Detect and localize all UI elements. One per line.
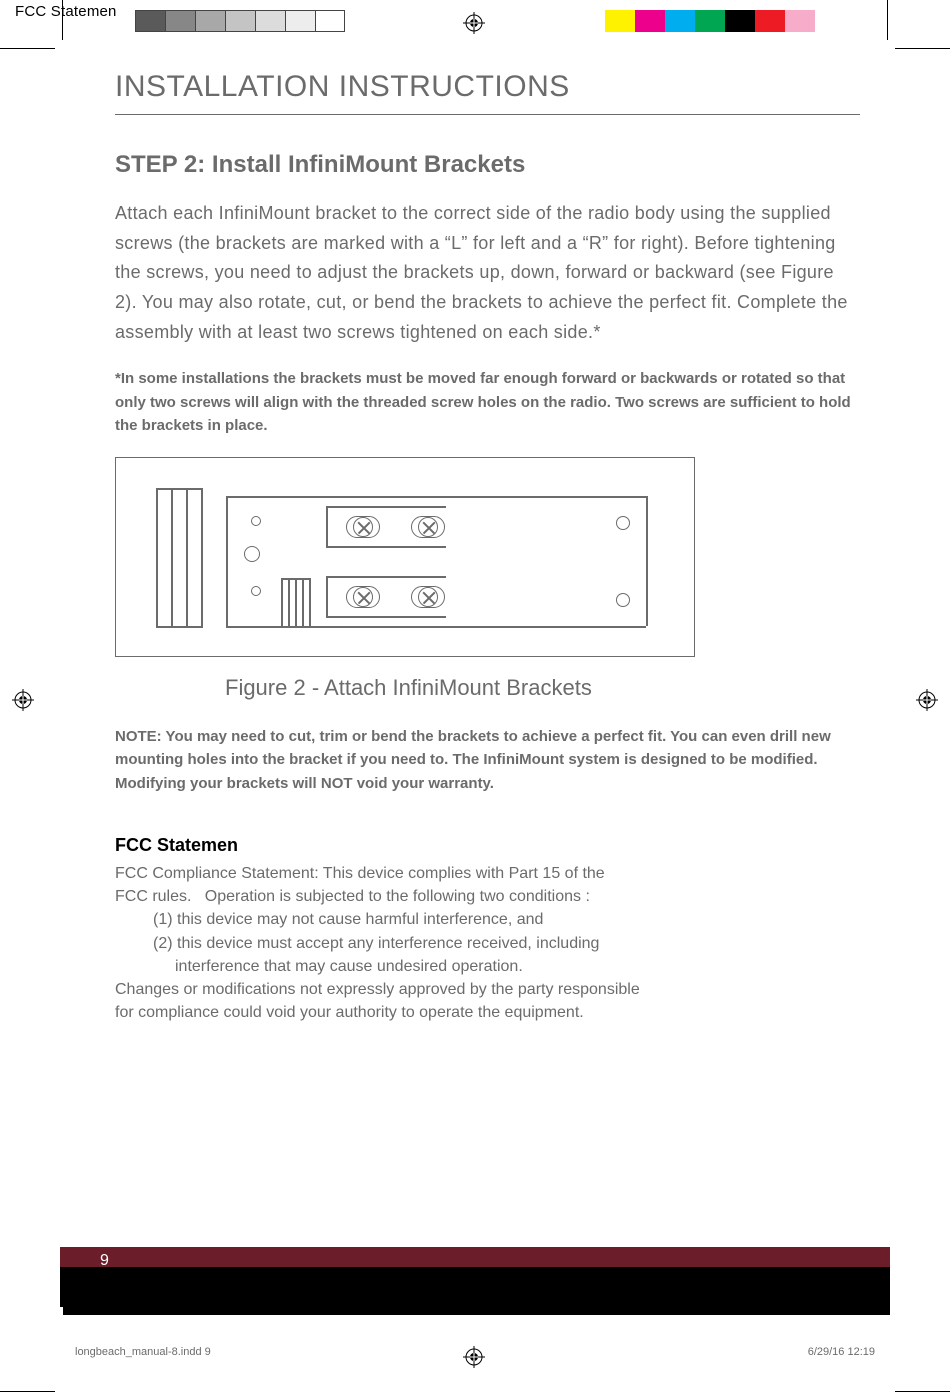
swatch bbox=[785, 10, 815, 32]
fcc-line: Changes or modifications not expressly a… bbox=[115, 978, 860, 1001]
body-paragraph: Attach each InfiniMount bracket to the c… bbox=[115, 199, 860, 347]
swatch bbox=[315, 10, 345, 32]
fcc-line: FCC Compliance Statement: This device co… bbox=[115, 862, 860, 885]
registration-mark-icon bbox=[463, 12, 485, 34]
header-tag: FCC Statemen bbox=[15, 3, 117, 20]
indd-slug: longbeach_manual-8.indd 9 bbox=[75, 1346, 211, 1358]
fcc-statement-heading: FCC Statemen bbox=[115, 835, 860, 856]
swatch bbox=[725, 10, 755, 32]
registration-mark-icon bbox=[916, 689, 938, 711]
page-number: 9 bbox=[100, 1252, 930, 1270]
fcc-list-item: interference that may cause undesired op… bbox=[115, 955, 860, 978]
note-text: NOTE: You may need to cut, trim or bend … bbox=[115, 725, 860, 795]
crop-mark bbox=[0, 1391, 55, 1392]
swatch bbox=[755, 10, 785, 32]
color-swatch-strip bbox=[605, 10, 845, 32]
swatch bbox=[605, 10, 635, 32]
swatch bbox=[195, 10, 225, 32]
page-title: INSTALLATION INSTRUCTIONS bbox=[115, 70, 860, 115]
crop-mark bbox=[895, 48, 950, 49]
fcc-line: for compliance could void your authority… bbox=[115, 1001, 860, 1024]
swatch bbox=[255, 10, 285, 32]
swatch bbox=[665, 10, 695, 32]
swatch bbox=[815, 10, 845, 32]
swatch bbox=[225, 10, 255, 32]
swatch bbox=[695, 10, 725, 32]
swatch bbox=[285, 10, 315, 32]
footnote-text: *In some installations the brackets must… bbox=[115, 367, 860, 437]
crop-mark bbox=[0, 48, 55, 49]
fcc-list-item: (1) this device may not cause harmful in… bbox=[115, 908, 860, 931]
fcc-line: FCC rules. Operation is subjected to the… bbox=[115, 885, 860, 908]
registration-mark-icon bbox=[463, 1346, 485, 1368]
crop-mark bbox=[887, 0, 888, 40]
page-content: INSTALLATION INSTRUCTIONS STEP 2: Instal… bbox=[115, 70, 860, 1024]
figure-2-illustration bbox=[115, 457, 695, 657]
gray-swatch-strip bbox=[135, 10, 345, 32]
fcc-list-item: (2) this device must accept any interfer… bbox=[115, 932, 860, 955]
swatch bbox=[165, 10, 195, 32]
footer-bar: 9 bbox=[60, 1247, 890, 1325]
figure-caption: Figure 2 - Attach InfiniMount Brackets bbox=[225, 675, 860, 701]
swatch bbox=[635, 10, 665, 32]
swatch bbox=[135, 10, 165, 32]
indd-date: 6/29/16 12:19 bbox=[808, 1346, 875, 1358]
crop-mark bbox=[895, 1391, 950, 1392]
step-heading: STEP 2: Install InfiniMount Brackets bbox=[115, 151, 860, 179]
registration-mark-icon bbox=[12, 689, 34, 711]
